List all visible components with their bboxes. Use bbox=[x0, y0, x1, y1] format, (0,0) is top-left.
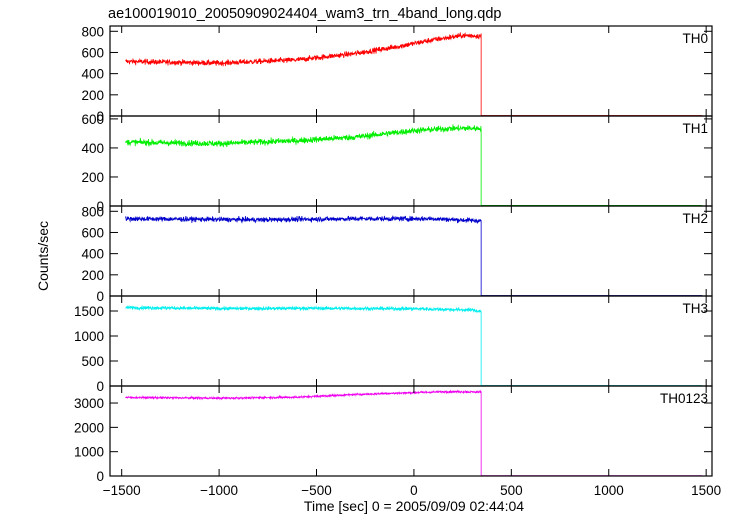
y-tick-label: 200 bbox=[81, 170, 104, 185]
y-tick-label: 0 bbox=[96, 109, 104, 124]
series-label-th1: TH1 bbox=[682, 121, 708, 136]
y-tick-label: 0 bbox=[96, 469, 104, 484]
y-tick-label: 400 bbox=[81, 67, 104, 82]
y-tick-label: 2000 bbox=[74, 420, 104, 435]
y-tick-label: 600 bbox=[81, 112, 104, 127]
series-line-th1 bbox=[125, 124, 703, 206]
y-tick-label: 0 bbox=[96, 289, 104, 304]
series-line-th0123 bbox=[125, 389, 703, 477]
x-tick-label: 500 bbox=[500, 483, 523, 498]
chart-title: ae100019010_20050909024404_wam3_trn_4ban… bbox=[108, 6, 501, 22]
y-tick-label: 600 bbox=[81, 45, 104, 60]
series-line-th3 bbox=[125, 305, 703, 386]
y-tick-label: 800 bbox=[81, 204, 104, 219]
series-label-th0: TH0 bbox=[682, 31, 708, 46]
panel-th1: 0 200 400 600 TH1 bbox=[81, 112, 713, 214]
series-label-th3: TH3 bbox=[682, 301, 708, 316]
y-tick-label: 1000 bbox=[74, 445, 104, 460]
x-tick-label: −500 bbox=[301, 483, 331, 498]
panels-group: 0 200 400 600 800 TH0 0 200 400 600 TH1 0 200 400 600 8… bbox=[74, 24, 713, 484]
series-label-th0123: TH0123 bbox=[660, 391, 708, 406]
y-axis-label: Counts/sec bbox=[35, 221, 51, 291]
panel-frame bbox=[109, 385, 713, 477]
series-line-th2 bbox=[125, 215, 703, 296]
x-tick-label: 0 bbox=[410, 483, 418, 498]
y-tick-label: 400 bbox=[81, 247, 104, 262]
series-line-th0 bbox=[125, 32, 703, 116]
panel-frame bbox=[109, 115, 713, 207]
y-tick-label: 1000 bbox=[74, 329, 104, 344]
panel-th2: 0 200 400 600 800 TH2 bbox=[81, 204, 713, 304]
x-axis-label: Time [sec] 0 = 2005/09/09 02:44:04 bbox=[304, 498, 524, 514]
y-tick-label: 800 bbox=[81, 24, 104, 39]
x-tick-label: 1000 bbox=[594, 483, 624, 498]
panel-th0123: 0 1000 2000 3000 TH0123 bbox=[74, 385, 713, 484]
y-tick-label: 3000 bbox=[74, 396, 104, 411]
x-tick-label: −1000 bbox=[200, 483, 238, 498]
panel-frame bbox=[109, 25, 713, 117]
panel-th0: 0 200 400 600 800 TH0 bbox=[81, 24, 713, 124]
panel-th3: 0 500 1000 1500 TH3 bbox=[74, 295, 713, 394]
y-tick-label: 1500 bbox=[74, 304, 104, 319]
y-tick-label: 400 bbox=[81, 141, 104, 156]
y-tick-label: 600 bbox=[81, 225, 104, 240]
panel-frame bbox=[109, 295, 713, 387]
x-tick-label: −1500 bbox=[103, 483, 141, 498]
series-label-th2: TH2 bbox=[682, 211, 708, 226]
x-tick-label: 1500 bbox=[691, 483, 721, 498]
y-tick-label: 0 bbox=[96, 199, 104, 214]
y-tick-label: 200 bbox=[81, 268, 104, 283]
y-tick-label: 0 bbox=[96, 379, 104, 394]
y-tick-label: 500 bbox=[81, 354, 104, 369]
x-axis: −1500 −1000 −500 0 500 1000 1500 bbox=[103, 483, 721, 498]
y-tick-label: 200 bbox=[81, 88, 104, 103]
